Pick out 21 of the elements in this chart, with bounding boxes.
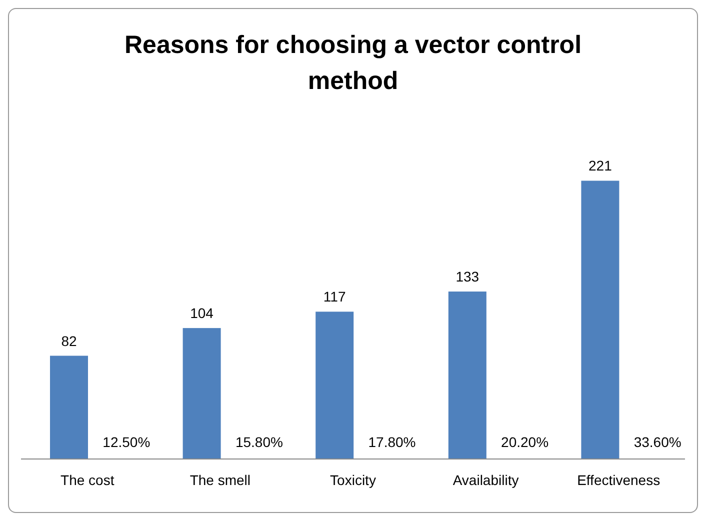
- bar: [316, 312, 354, 459]
- annotation: 12.50%: [102, 434, 150, 450]
- bar: [448, 292, 486, 459]
- x-tick-label: Toxicity: [330, 472, 376, 488]
- bar: [182, 328, 221, 459]
- x-tick-label: Effectiveness: [577, 472, 660, 488]
- annotation: 15.80%: [235, 434, 283, 450]
- annotation: 20.20%: [501, 434, 549, 450]
- chart-title: Reasons for choosing a vector control method: [123, 30, 583, 97]
- annotation: 33.60%: [634, 434, 682, 450]
- bar: [581, 180, 620, 459]
- x-tick-label: The smell: [190, 472, 251, 488]
- data-label: 82: [61, 332, 77, 349]
- annotation: 17.80%: [368, 434, 416, 450]
- bar: [50, 356, 88, 459]
- data-label: 104: [190, 305, 214, 322]
- data-label: 133: [456, 268, 480, 285]
- x-tick-label: The cost: [60, 472, 114, 488]
- x-tick-label: Availability: [452, 472, 519, 488]
- data-label: 117: [323, 288, 346, 305]
- data-label: 221: [588, 158, 612, 174]
